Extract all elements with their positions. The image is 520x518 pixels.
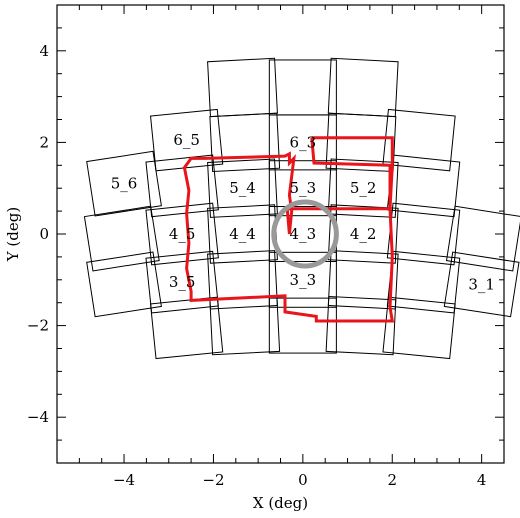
chip-5-2 bbox=[207, 158, 278, 218]
chip-label-5-2: 5_2 bbox=[350, 179, 377, 197]
chip-7-1 bbox=[268, 59, 337, 116]
circle-layer bbox=[271, 199, 339, 269]
plot-frame bbox=[56, 4, 505, 464]
ticks-layer: −4 −2 0 2 4 −4 −2 0 2 4 bbox=[27, 4, 504, 489]
chip-3-6 bbox=[443, 251, 520, 318]
chip-label-4-2: 4_2 bbox=[350, 225, 377, 243]
chip-label-6-3: 6_3 bbox=[290, 133, 317, 151]
chip-7-0 bbox=[207, 57, 278, 118]
chip-4-0 bbox=[83, 205, 160, 272]
chip-5-3 bbox=[268, 160, 337, 217]
y-tick-label-4: 4 bbox=[39, 42, 49, 60]
chip-2-2 bbox=[268, 297, 337, 354]
y-tick-label-2: 2 bbox=[39, 133, 49, 151]
chip-7-2 bbox=[327, 57, 399, 118]
x-axis-title: X (deg) bbox=[253, 494, 308, 512]
chip-label-5-3: 5_3 bbox=[290, 179, 317, 197]
chip-3-2 bbox=[207, 250, 278, 310]
chip-label-3-3: 3_3 bbox=[290, 271, 317, 289]
chip-2-3 bbox=[325, 295, 397, 356]
x-tick-label-4: 4 bbox=[477, 471, 487, 489]
y-tick-label-neg2: −2 bbox=[27, 317, 49, 335]
chip-3-1 bbox=[145, 250, 219, 314]
chips-layer bbox=[83, 57, 520, 360]
chip-6-0 bbox=[149, 108, 224, 172]
chip-label-4-4: 4_4 bbox=[229, 225, 256, 243]
x-tick-label-neg2: −2 bbox=[202, 471, 224, 489]
chip-6-3 bbox=[325, 112, 397, 173]
chip-5-1 bbox=[145, 154, 219, 218]
chip-label-5-6: 5_6 bbox=[111, 175, 138, 193]
chip-5-4 bbox=[327, 158, 399, 218]
chip-2-0 bbox=[149, 296, 224, 360]
chip-3-0 bbox=[86, 251, 162, 318]
y-tick-label-neg4: −4 bbox=[27, 408, 49, 426]
gray-circle bbox=[271, 199, 339, 269]
chip-label-3-5: 3_5 bbox=[169, 273, 196, 291]
chip-6-1 bbox=[209, 112, 281, 173]
chip-label-6-5: 6_5 bbox=[173, 131, 200, 149]
chip-3-3 bbox=[268, 251, 337, 308]
chip-4-4 bbox=[327, 204, 399, 264]
y-tick-label-0: 0 bbox=[39, 225, 49, 243]
x-tick-label-2: 2 bbox=[387, 471, 397, 489]
chip-5-0 bbox=[86, 150, 162, 217]
chip-6-2 bbox=[268, 114, 337, 171]
chip-2-4 bbox=[382, 296, 456, 360]
x-tick-label-neg4: −4 bbox=[113, 471, 135, 489]
chip-labels-layer: 6_5 6_3 5_6 5_4 5_3 5_2 4_5 4_4 4_3 4_2 3_5 3_3 3_1 bbox=[111, 131, 495, 293]
footprint-layer bbox=[182, 136, 395, 323]
chip-4-1 bbox=[145, 202, 219, 266]
footprint-outline bbox=[182, 136, 395, 323]
chip-label-3-1: 3_1 bbox=[468, 275, 495, 293]
chip-label-4-5: 4_5 bbox=[169, 225, 196, 243]
chip-label-4-3: 4_3 bbox=[290, 225, 317, 243]
chip-label-5-4: 5_4 bbox=[229, 179, 256, 197]
chip-3-4 bbox=[327, 250, 399, 310]
chip-4-6 bbox=[445, 205, 520, 272]
y-axis-title: Y (deg) bbox=[4, 207, 22, 262]
x-tick-label-0: 0 bbox=[298, 471, 308, 489]
